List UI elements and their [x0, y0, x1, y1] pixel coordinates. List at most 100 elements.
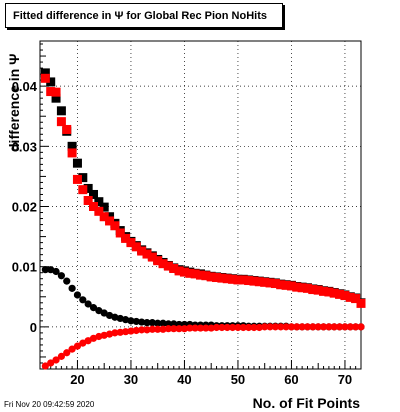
data-point [137, 246, 147, 256]
data-point [196, 270, 205, 280]
data-point [330, 323, 338, 331]
data-point [260, 277, 270, 287]
data-point [51, 93, 61, 103]
data-point [83, 195, 93, 205]
series-1 [40, 73, 366, 308]
data-point [265, 278, 275, 288]
data-point [72, 158, 82, 168]
data-point [222, 274, 232, 284]
data-point [169, 263, 179, 273]
data-point [115, 228, 125, 238]
data-point [249, 276, 259, 286]
data-point [239, 323, 247, 332]
data-point [63, 349, 71, 357]
data-point [234, 323, 242, 332]
footer-timestamp: Fri Nov 20 09:42:59 2020 [4, 400, 95, 409]
data-point [303, 283, 312, 293]
data-point [56, 117, 66, 127]
data-point [63, 277, 71, 285]
series-3 [41, 323, 365, 370]
data-point [57, 352, 65, 360]
data-point [84, 337, 92, 345]
data-point [185, 268, 195, 278]
data-point [356, 298, 366, 308]
data-point [303, 323, 312, 331]
data-point [138, 326, 146, 334]
data-point [95, 307, 103, 315]
data-point [233, 275, 243, 285]
data-point [196, 324, 205, 332]
data-point [286, 281, 296, 291]
data-point [67, 141, 77, 151]
data-point [142, 249, 152, 259]
data-point [105, 216, 115, 226]
data-point [180, 325, 189, 333]
data-point [73, 342, 82, 350]
y-tick-label: 0.02 [12, 200, 37, 215]
y-tick-label: 0.04 [12, 79, 38, 94]
data-point [335, 289, 345, 299]
data-point [122, 328, 130, 336]
data-point [67, 148, 77, 158]
data-point [308, 285, 318, 295]
data-point [229, 323, 237, 332]
data-point [94, 206, 104, 216]
data-point [309, 323, 317, 331]
data-point [52, 267, 60, 276]
data-point [148, 319, 156, 327]
data-point [313, 285, 323, 295]
data-point [138, 318, 146, 326]
data-point [228, 274, 238, 284]
data-point [148, 325, 156, 333]
y-tick-label: 0.01 [12, 260, 37, 275]
data-point [78, 185, 88, 195]
y-axis-label: difference in Ψ [6, 54, 22, 152]
data-point [72, 174, 82, 184]
data-point [99, 202, 109, 212]
data-point [56, 106, 66, 116]
data-point [127, 317, 135, 325]
x-tick-label: 70 [338, 372, 352, 387]
data-point [324, 287, 334, 297]
data-point [163, 261, 173, 271]
data-point [250, 323, 258, 332]
x-tick-label: 30 [124, 372, 138, 387]
data-point [319, 286, 329, 296]
data-point [40, 73, 50, 83]
data-point [121, 233, 131, 243]
data-point [325, 323, 333, 331]
data-point [340, 291, 350, 301]
data-point [207, 324, 215, 332]
data-point [46, 77, 56, 87]
data-point [41, 266, 49, 274]
data-point [190, 269, 200, 279]
data-point [164, 325, 172, 333]
chart-title: Fitted difference in Ψ for Global Rec Pi… [5, 3, 283, 28]
data-point [245, 323, 253, 332]
data-point [84, 300, 92, 308]
x-axis-label: No. of Fit Points [253, 395, 361, 411]
data-point [99, 212, 109, 222]
data-point [287, 323, 296, 331]
data-point [186, 324, 194, 332]
data-point [79, 296, 87, 304]
data-point [277, 323, 285, 331]
data-point [206, 272, 216, 282]
data-point [212, 273, 222, 283]
data-point [132, 326, 140, 335]
data-point [132, 317, 140, 326]
data-point [62, 124, 72, 134]
data-point [143, 319, 151, 327]
data-point [175, 325, 183, 333]
data-point [40, 68, 50, 78]
data-point [254, 277, 264, 287]
data-point [223, 323, 231, 332]
data-point [276, 280, 286, 290]
data-point [329, 288, 339, 298]
data-point [94, 197, 104, 207]
x-tick-label: 40 [177, 372, 191, 387]
data-point [57, 272, 65, 280]
data-point [319, 323, 328, 331]
x-tick-label: 50 [231, 372, 245, 387]
